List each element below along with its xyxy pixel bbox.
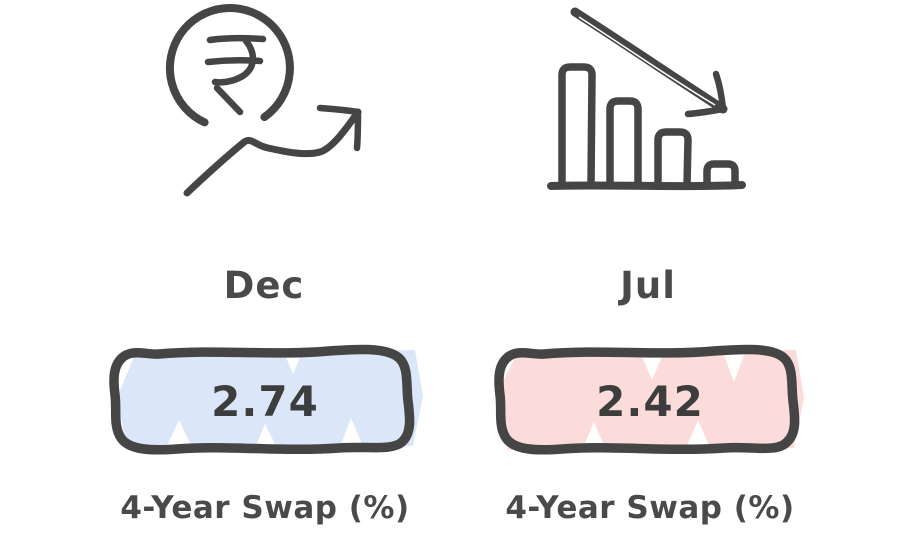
value-box-dec: 2.74 (105, 340, 425, 462)
bar-chart-decline-icon (543, 4, 753, 204)
box-border (494, 344, 800, 455)
box-border (109, 344, 415, 455)
coin-circle (165, 4, 294, 127)
declining-bars (547, 63, 746, 191)
swap-value-dec: 2.74 (211, 376, 319, 426)
swap-value-jul: 2.42 (596, 376, 704, 426)
arrow-sketch-sliver (578, 16, 716, 106)
value-box-dec-svg (107, 344, 423, 455)
blue-marker-highlight (107, 350, 423, 450)
month-label-jul: Jul (620, 264, 676, 307)
baseline (547, 181, 746, 191)
metric-label-dec: 4-Year Swap (%) (120, 490, 410, 526)
month-label-dec: Dec (223, 264, 305, 307)
rupee-uptrend-icon (158, 4, 368, 204)
rupee-glyph (204, 34, 267, 116)
rupee-uptrend-svg (165, 4, 362, 197)
uptrend-arrow (183, 104, 362, 197)
value-box-jul-svg (494, 344, 808, 455)
pink-marker-highlight (496, 350, 808, 450)
bar-chart-decline-svg (547, 7, 746, 191)
metric-label-jul: 4-Year Swap (%) (505, 490, 795, 526)
downtrend-arrow (570, 7, 728, 118)
value-box-jul: 2.42 (490, 340, 810, 462)
